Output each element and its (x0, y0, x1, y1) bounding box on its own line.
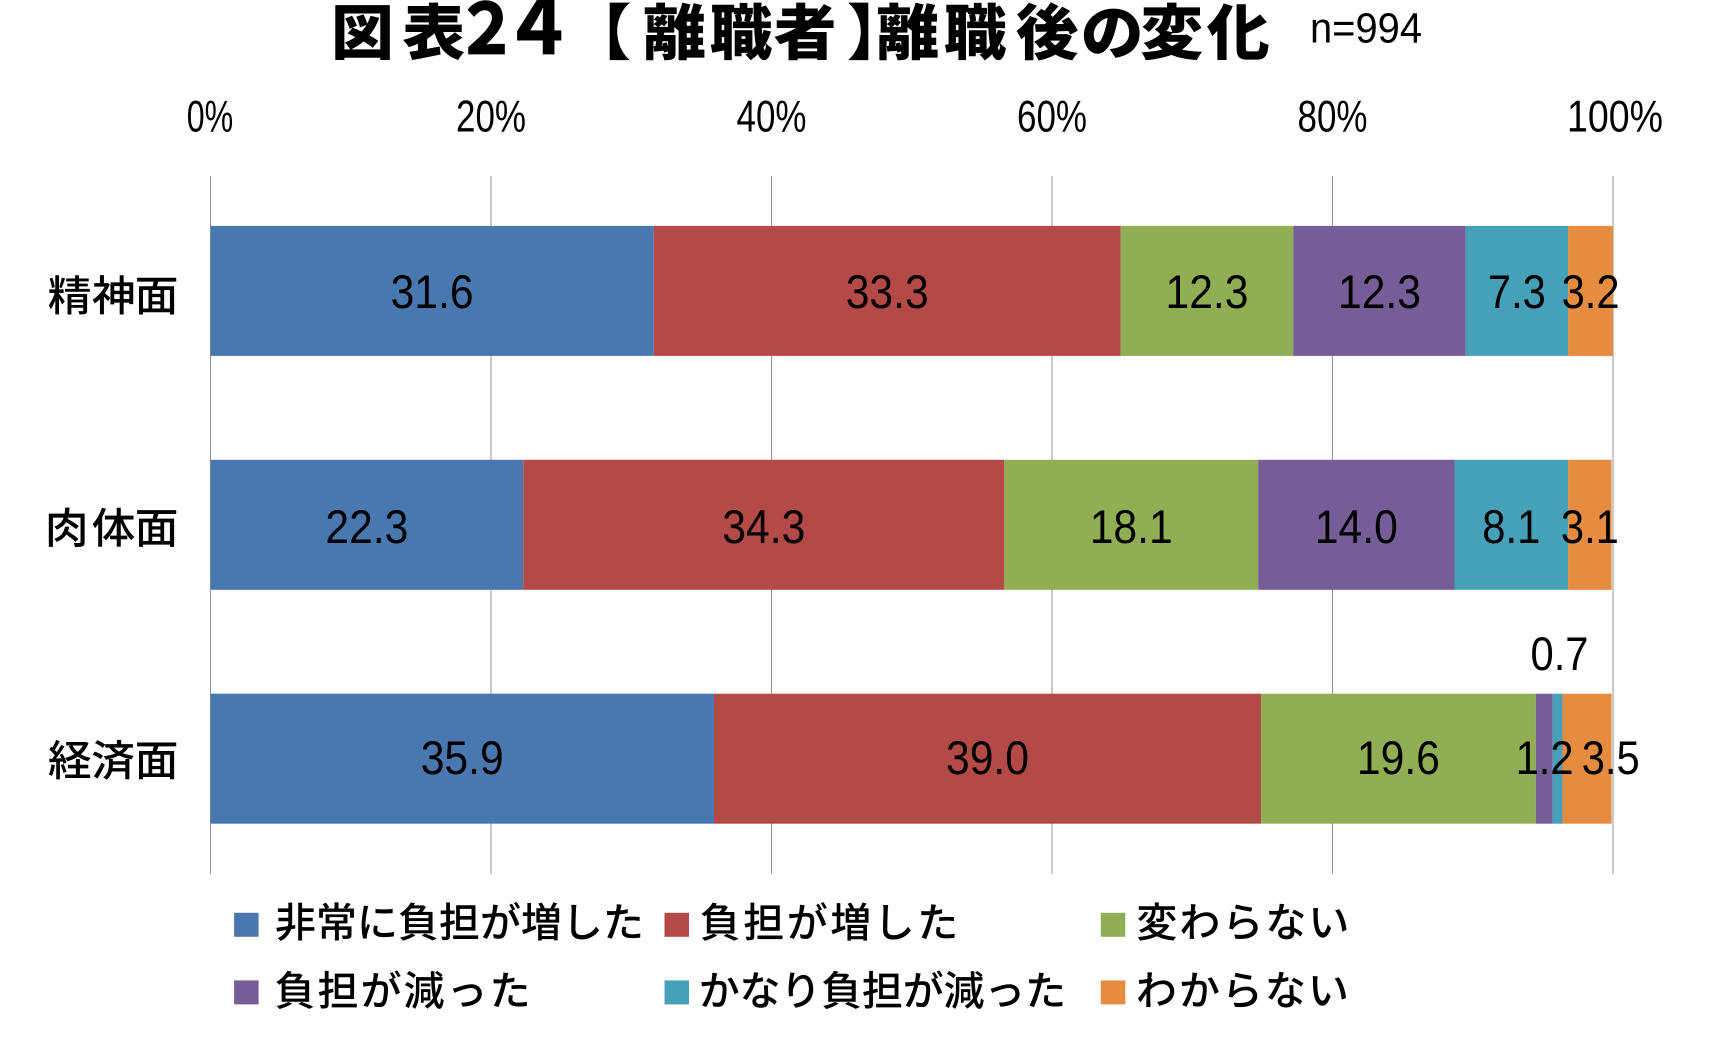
svg-text:22.3: 22.3 (325, 500, 408, 553)
svg-text:80%: 80% (1298, 93, 1368, 142)
svg-text:34.3: 34.3 (722, 500, 805, 553)
svg-text:14.0: 14.0 (1315, 500, 1398, 553)
svg-text:n=994: n=994 (1310, 4, 1422, 52)
svg-text:100%: 100% (1567, 93, 1663, 142)
svg-text:19.6: 19.6 (1357, 731, 1440, 784)
svg-text:0.7: 0.7 (1531, 627, 1589, 680)
svg-text:18.1: 18.1 (1090, 500, 1173, 553)
svg-text:1.2: 1.2 (1516, 731, 1574, 784)
svg-text:3.1: 3.1 (1561, 500, 1619, 553)
svg-text:12.3: 12.3 (1166, 265, 1249, 318)
svg-text:3.5: 3.5 (1582, 731, 1640, 784)
svg-text:35.9: 35.9 (421, 731, 504, 784)
svg-text:39.0: 39.0 (946, 731, 1029, 784)
svg-text:33.3: 33.3 (846, 265, 929, 318)
svg-text:31.6: 31.6 (391, 265, 474, 318)
svg-text:7.3: 7.3 (1488, 265, 1546, 318)
svg-text:60%: 60% (1017, 93, 1087, 142)
svg-text:0%: 0% (187, 93, 234, 142)
svg-text:40%: 40% (737, 93, 807, 142)
svg-text:20%: 20% (456, 93, 526, 142)
svg-text:8.1: 8.1 (1482, 500, 1540, 553)
svg-text:12.3: 12.3 (1338, 265, 1421, 318)
svg-text:3.2: 3.2 (1562, 265, 1620, 318)
